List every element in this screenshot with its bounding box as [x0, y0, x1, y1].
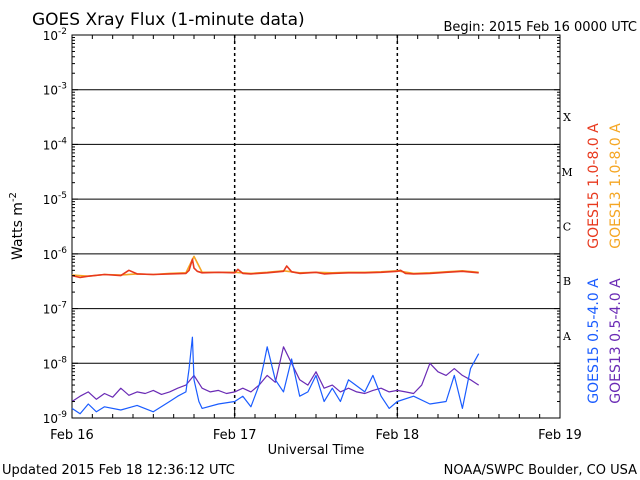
- credit-label: NOAA/SWPC Boulder, CO USA: [444, 463, 637, 478]
- y-tick-label: 10-7: [43, 301, 67, 317]
- x-axis-label: Universal Time: [268, 443, 365, 458]
- chart-title: GOES Xray Flux (1-minute data): [32, 10, 305, 30]
- legend-goes15-short: GOES15 0.5-4.0 A: [586, 278, 602, 404]
- x-tick-label: Feb 17: [213, 428, 257, 443]
- updated-label: Updated 2015 Feb 18 12:36:12 UTC: [2, 463, 235, 478]
- flare-class-labels: X M C B A: [561, 111, 572, 343]
- flare-class-c: C: [563, 221, 571, 234]
- y-axis-label-base: Watts m: [10, 202, 26, 260]
- plot-frame: [71, 34, 561, 419]
- day-separators: [233, 35, 399, 418]
- series-line-goes13-0-5-4-0-a: [71, 346, 480, 403]
- y-tick-label: 10-5: [43, 191, 67, 207]
- flare-class-b: B: [563, 275, 571, 288]
- legend-goes15-long: GOES15 1.0-8.0 A: [586, 123, 602, 249]
- legend-goes13-long: GOES13 1.0-8.0 A: [608, 123, 624, 249]
- legend-goes13-short: GOES13 0.5-4.0 A: [608, 278, 624, 404]
- y-axis-label: Watts m-2: [8, 192, 26, 260]
- y-axis-label-exp: -2: [8, 192, 19, 202]
- series-line-goes15-1-0-8-0-a: [71, 258, 479, 279]
- flare-class-a: A: [562, 330, 572, 343]
- series-line-goes15-0-5-4-0-a: [71, 336, 480, 415]
- gridlines: [72, 34, 560, 419]
- flare-class-m: M: [561, 166, 572, 179]
- y-tick-label: 10-3: [43, 82, 67, 98]
- y-tick-label: 10-2: [43, 27, 67, 43]
- x-tick-label: Feb 19: [538, 428, 582, 443]
- x-tick-label: Feb 16: [50, 428, 94, 443]
- y-tick-label: 10-6: [43, 246, 68, 262]
- y-tick-label: 10-9: [43, 410, 68, 426]
- begin-label: Begin: 2015 Feb 16 0000 UTC: [443, 20, 637, 35]
- y-tick-label: 10-8: [43, 355, 68, 371]
- series-layer: [71, 255, 480, 415]
- x-axis-ticks: Feb 16 Feb 17 Feb 18 Feb 19: [50, 35, 582, 443]
- x-tick-label: Feb 18: [375, 428, 419, 443]
- y-axis-ticks: 10-2 10-3 10-4 10-5 10-6 10-7 10-8 10-9: [43, 27, 560, 426]
- flare-class-x: X: [563, 111, 571, 124]
- y-tick-label: 10-4: [43, 136, 68, 152]
